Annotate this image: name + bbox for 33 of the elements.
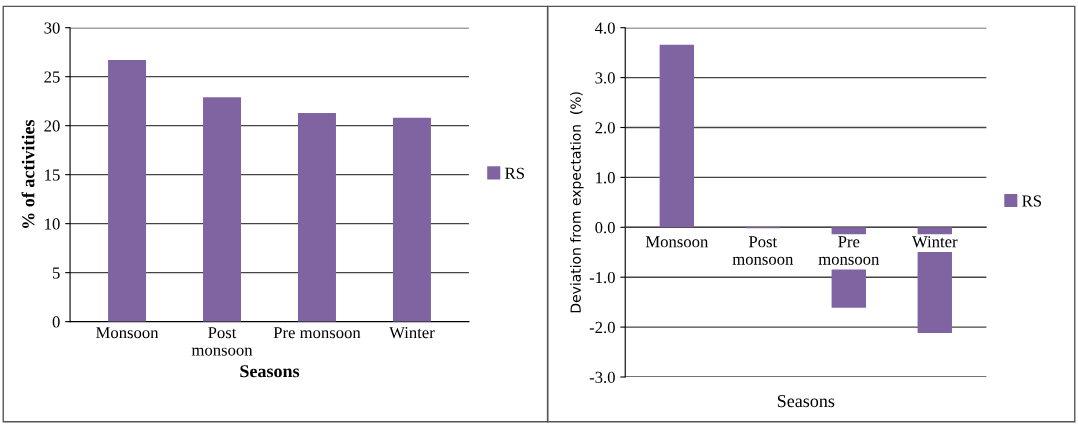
y-tick-label: 0.0 <box>595 222 615 234</box>
legend-label: RS <box>505 167 524 179</box>
y-axis-title: % of activities <box>21 119 35 228</box>
x-axis-title: Seasons <box>240 365 300 378</box>
y-tick-label: -2.0 <box>589 321 615 334</box>
y-tick-label: -3.0 <box>589 371 615 384</box>
y-axis-title: Deviation from expectation (%) <box>570 92 584 313</box>
y-tick-label: 1.0 <box>596 172 615 184</box>
bar <box>203 97 242 322</box>
y-tick-label: -1.0 <box>589 271 615 284</box>
x-tick-label: Monsoon <box>645 236 709 248</box>
x-tick-label: Pre monsoon <box>818 236 880 265</box>
x-tick-label: Post monsoon <box>191 327 253 356</box>
x-tick-label: Pre monsoon <box>273 327 361 339</box>
y-tick-label: 5 <box>52 267 60 279</box>
legend-label: RS <box>1022 195 1041 207</box>
bar <box>392 117 431 322</box>
y-tick-label: 3.0 <box>595 72 615 84</box>
bar <box>297 112 336 322</box>
x-tick-label: Monsoon <box>96 327 159 339</box>
y-tick-label: 30 <box>44 22 60 34</box>
y-tick-label: 25 <box>44 71 60 83</box>
x-axis-title: Seasons <box>777 395 835 408</box>
y-tick-label: 10 <box>45 218 60 230</box>
bar <box>108 60 147 322</box>
y-tick-label: 4.0 <box>595 22 615 34</box>
x-tick-label: Winter <box>911 236 958 248</box>
y-tick-label: 15 <box>45 169 60 181</box>
y-tick-label: 0 <box>52 316 60 328</box>
x-tick-label: Post monsoon <box>732 236 794 265</box>
y-tick-label: 2.0 <box>595 122 615 134</box>
y-tick-label: 20 <box>44 120 60 132</box>
x-tick-label: Winter <box>389 327 435 339</box>
